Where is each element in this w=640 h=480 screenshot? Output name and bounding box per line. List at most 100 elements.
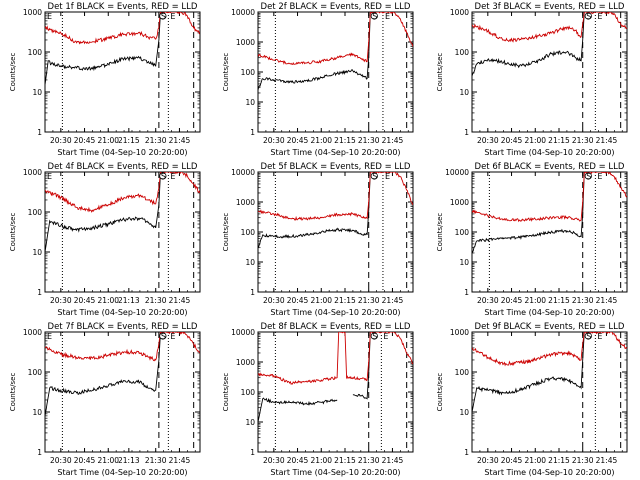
marker-e: E <box>385 172 390 181</box>
panel-9: Det 9f BLACK = Events, RED = LLD Start Ti… <box>436 322 628 477</box>
x-tick-label: 20:30 <box>263 136 285 145</box>
series-lld-line <box>45 12 200 45</box>
y-tick-label: 10 <box>32 248 42 257</box>
x-tick-label: 21:45 <box>382 456 404 465</box>
plot-frame <box>44 171 201 293</box>
x-tick-label: 21:15 <box>118 136 140 145</box>
series-events-line <box>472 172 585 254</box>
panel-5: Det 5f BLACK = Events, RED = LLD Start Ti… <box>222 162 414 317</box>
y-tick-label: 100 <box>28 208 43 217</box>
y-tick-label: 10000 <box>231 168 255 177</box>
marker-e: E <box>47 332 52 341</box>
series-lld-line <box>472 12 627 43</box>
x-tick-label: 21:15 <box>548 296 570 305</box>
marker-circle <box>370 332 378 340</box>
marker-e: E <box>47 12 52 21</box>
panel-title: Det 6f BLACK = Events, RED = LLD <box>475 162 625 172</box>
y-axis-label: Counts/sec <box>9 373 17 412</box>
x-tick-label: 21:00 <box>97 296 119 305</box>
marker-s: S <box>372 12 377 21</box>
y-axis-label: Counts/sec <box>9 53 17 92</box>
y-tick-label: 100 <box>28 368 43 377</box>
x-tick-label: 20:30 <box>50 456 72 465</box>
series-events-line <box>258 172 371 248</box>
x-tick-label: 20:45 <box>287 296 309 305</box>
marker-s: S <box>586 332 591 341</box>
y-tick-label: 10 <box>459 258 469 267</box>
x-axis-label: Start Time (04-Sep-10 20:20:00) <box>57 308 187 317</box>
x-tick-label: 20:30 <box>477 296 499 305</box>
x-axis-label: Start Time (04-Sep-10 20:20:00) <box>484 468 614 477</box>
y-axis-label: Counts/sec <box>436 53 444 92</box>
marker-e: E <box>47 172 52 181</box>
y-tick-label: 1 <box>37 128 42 137</box>
panel-4: Det 4f BLACK = Events, RED = LLD Start Ti… <box>9 162 201 317</box>
y-tick-label: 1 <box>250 128 255 137</box>
panel-title: Det 3f BLACK = Events, RED = LLD <box>475 2 625 12</box>
x-axis-label: Start Time (04-Sep-10 20:20:00) <box>57 468 187 477</box>
x-tick-label: 21:13 <box>118 296 140 305</box>
marker-circle <box>159 172 167 180</box>
x-tick-label: 21:13 <box>118 456 140 465</box>
marker-e: E <box>170 172 175 181</box>
marker-e: E <box>170 332 175 341</box>
x-tick-label: 21:30 <box>145 296 167 305</box>
y-tick-label: 10 <box>245 418 255 427</box>
x-tick-label: 21:45 <box>596 136 618 145</box>
x-tick-label: 21:00 <box>524 456 546 465</box>
y-tick-label: 100 <box>28 48 43 57</box>
series-lld-line <box>258 172 413 221</box>
x-tick-label: 20:30 <box>477 456 499 465</box>
panel-2: Det 2f BLACK = Events, RED = LLD Start Ti… <box>222 2 414 157</box>
x-tick-label: 21:00 <box>524 136 546 145</box>
y-axis-label: Counts/sec <box>436 213 444 252</box>
y-axis-label: Counts/sec <box>222 373 230 412</box>
marker-s: S <box>586 12 591 21</box>
x-tick-label: 20:45 <box>501 136 523 145</box>
marker-s: S <box>161 172 166 181</box>
panel-6: Det 6f BLACK = Events, RED = LLD Start Ti… <box>436 162 628 317</box>
panel-title: Det 8f BLACK = Events, RED = LLD <box>261 322 411 332</box>
y-tick-label: 1000 <box>450 328 469 337</box>
y-tick-label: 1000 <box>23 328 42 337</box>
x-tick-label: 21:45 <box>169 456 191 465</box>
x-tick-label: 21:45 <box>596 296 618 305</box>
x-tick-label: 21:00 <box>310 296 332 305</box>
x-axis-label: Start Time (04-Sep-10 20:20:00) <box>270 148 400 157</box>
series-lld-line <box>258 332 413 385</box>
y-axis-label: Counts/sec <box>222 53 230 92</box>
marker-circle <box>159 332 167 340</box>
y-tick-label: 1000 <box>23 168 42 177</box>
x-tick-label: 20:30 <box>263 296 285 305</box>
x-tick-label: 20:30 <box>50 296 72 305</box>
x-tick-label: 21:30 <box>358 296 380 305</box>
y-tick-label: 1 <box>464 448 469 457</box>
x-tick-label: 20:45 <box>74 296 96 305</box>
x-tick-label: 21:15 <box>548 136 570 145</box>
marker-circle <box>584 12 592 20</box>
x-tick-label: 21:30 <box>145 456 167 465</box>
panel-title: Det 7f BLACK = Events, RED = LLD <box>48 322 198 332</box>
x-tick-label: 20:45 <box>74 136 96 145</box>
y-tick-label: 10000 <box>231 328 255 337</box>
x-tick-label: 21:30 <box>572 136 594 145</box>
x-tick-label: 21:45 <box>169 296 191 305</box>
y-tick-label: 100 <box>241 228 256 237</box>
panel-title: Det 5f BLACK = Events, RED = LLD <box>261 162 411 172</box>
panel-3: Det 3f BLACK = Events, RED = LLD Start Ti… <box>436 2 628 157</box>
y-tick-label: 1000 <box>236 38 255 47</box>
x-tick-label: 21:30 <box>145 136 167 145</box>
x-tick-label: 21:00 <box>524 296 546 305</box>
x-tick-label: 21:00 <box>310 456 332 465</box>
y-tick-label: 10 <box>459 408 469 417</box>
series-events-line <box>45 12 161 86</box>
series-lld-line <box>472 332 627 367</box>
marker-e: E <box>597 332 602 341</box>
series-lld-line <box>258 12 413 65</box>
panel-title: Det 2f BLACK = Events, RED = LLD <box>261 2 411 12</box>
plot-frame <box>44 11 201 133</box>
marker-s: S <box>372 332 377 341</box>
y-tick-label: 10 <box>32 408 42 417</box>
y-tick-label: 100 <box>455 368 470 377</box>
y-tick-label: 10 <box>245 258 255 267</box>
